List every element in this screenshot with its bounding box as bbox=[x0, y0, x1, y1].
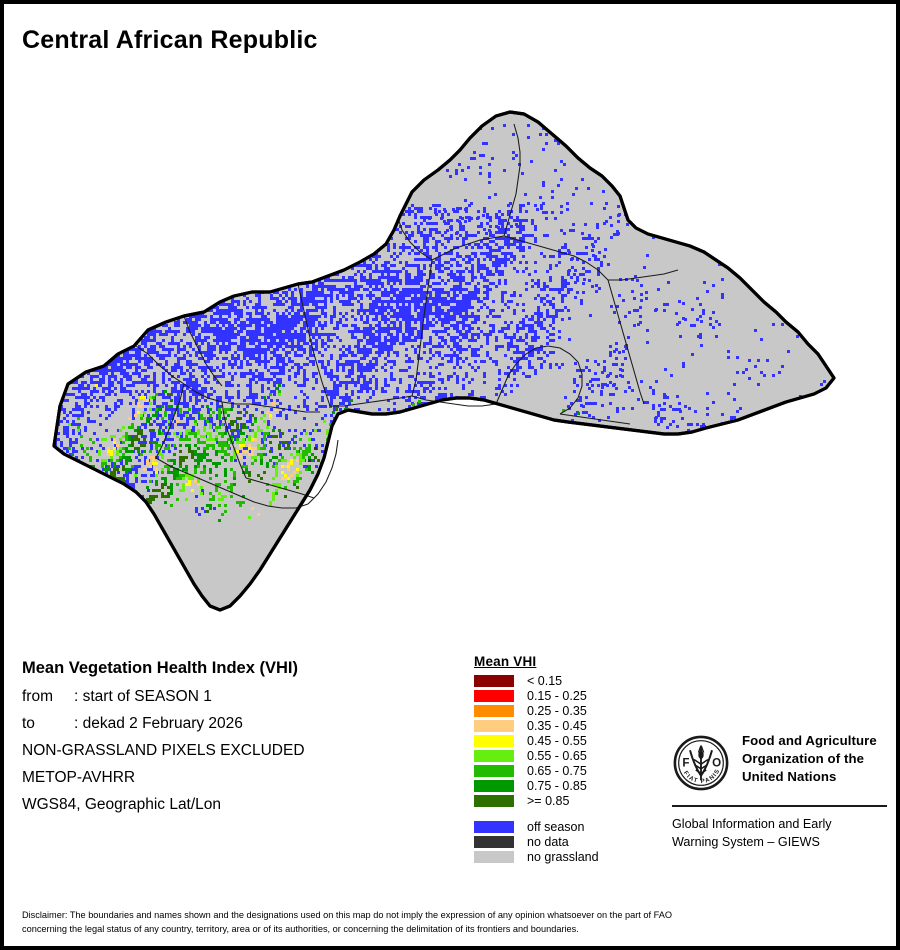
page-title: Central African Republic bbox=[22, 26, 318, 54]
legend-class-label: 0.15 - 0.25 bbox=[527, 689, 587, 703]
fao-divider bbox=[672, 805, 887, 807]
legend-extra-swatch bbox=[474, 836, 514, 848]
fao-branding: F A O FIAT PANIS Food and Agriculture Or… bbox=[672, 732, 887, 852]
legend-extra-label: no grassland bbox=[527, 850, 599, 864]
map-graphic bbox=[8, 54, 896, 634]
disclaimer: Disclaimer: The boundaries and names sho… bbox=[22, 909, 880, 937]
legend-class-row: 0.65 - 0.75 bbox=[474, 764, 599, 778]
legend-class-label: 0.45 - 0.55 bbox=[527, 734, 587, 748]
info-note-sensor: METOP-AVHRR bbox=[22, 769, 136, 786]
legend-class-row: < 0.15 bbox=[474, 674, 599, 688]
info-from-value: : start of SEASON 1 bbox=[74, 688, 212, 705]
legend-class-swatch bbox=[474, 780, 514, 792]
legend-class-row: 0.25 - 0.35 bbox=[474, 704, 599, 718]
legend-extra-row: no grassland bbox=[474, 850, 599, 864]
legend-class-row: 0.15 - 0.25 bbox=[474, 689, 599, 703]
map-canvas[interactable] bbox=[8, 54, 896, 634]
legend-class-label: < 0.15 bbox=[527, 674, 563, 688]
legend-extra-list: off season no data no grassland bbox=[474, 820, 599, 864]
legend-class-list: < 0.15 0.15 - 0.25 0.25 - 0.35 0.35 - 0.45 0… bbox=[474, 674, 599, 808]
disclaimer-line-1: Disclaimer: The boundaries and names sho… bbox=[22, 910, 672, 920]
info-from-key: from bbox=[22, 688, 53, 705]
fao-logo-icon: F A O FIAT PANIS bbox=[673, 735, 729, 791]
fao-org-line-1: Food and Agriculture bbox=[742, 733, 877, 748]
info-note-projection: WGS84, Geographic Lat/Lon bbox=[22, 796, 222, 813]
legend-class-swatch bbox=[474, 765, 514, 777]
legend-class-swatch bbox=[474, 705, 514, 717]
legend-class-swatch bbox=[474, 690, 514, 702]
legend-class-swatch bbox=[474, 795, 514, 807]
legend-extra-row: no data bbox=[474, 835, 599, 849]
info-row-to: to : dekad 2 February 2026 bbox=[22, 715, 452, 733]
legend-title: Mean VHI bbox=[474, 654, 537, 669]
admin-boundaries bbox=[135, 123, 679, 509]
legend-class-label: 0.65 - 0.75 bbox=[527, 764, 587, 778]
fao-org-line-3: United Nations bbox=[742, 768, 837, 784]
legend-class-label: 0.25 - 0.35 bbox=[527, 704, 587, 718]
info-to-value: : dekad 2 February 2026 bbox=[74, 715, 243, 732]
legend-class-label: 0.75 - 0.85 bbox=[527, 779, 587, 793]
fao-org-line-2: Organization of the bbox=[742, 750, 865, 766]
info-heading: Mean Vegetation Health Index (VHI) bbox=[22, 659, 298, 677]
legend-class-row: 0.35 - 0.45 bbox=[474, 719, 599, 733]
legend-class-swatch bbox=[474, 675, 514, 687]
legend-extra-label: no data bbox=[527, 835, 569, 849]
legend-class-label: >= 0.85 bbox=[527, 794, 570, 808]
legend-class-swatch bbox=[474, 750, 514, 762]
legend-class-swatch bbox=[474, 720, 514, 732]
legend-spacer bbox=[474, 809, 599, 820]
legend-class-label: 0.35 - 0.45 bbox=[527, 719, 587, 733]
info-to-key: to bbox=[22, 715, 35, 732]
fao-org-name: Food and Agriculture Organization of the… bbox=[742, 732, 877, 785]
legend: Mean VHI < 0.15 0.15 - 0.25 0.25 - 0.35 0.3… bbox=[474, 654, 599, 865]
info-note-exclusion: NON-GRASSLAND PIXELS EXCLUDED bbox=[22, 742, 305, 759]
legend-class-row: 0.75 - 0.85 bbox=[474, 779, 599, 793]
legend-class-swatch bbox=[474, 735, 514, 747]
map-info-block: Mean Vegetation Health Index (VHI) from … bbox=[22, 659, 452, 823]
giews-line-2: Warning System – GIEWS bbox=[672, 834, 820, 849]
legend-extra-row: off season bbox=[474, 820, 599, 834]
legend-extra-swatch bbox=[474, 821, 514, 833]
legend-extra-label: off season bbox=[527, 820, 585, 834]
country-outline bbox=[52, 110, 836, 612]
legend-class-row: 0.55 - 0.65 bbox=[474, 749, 599, 763]
giews-name: Global Information and Early Warning Sys… bbox=[672, 816, 887, 852]
legend-extra-swatch bbox=[474, 851, 514, 863]
legend-class-label: 0.55 - 0.65 bbox=[527, 749, 587, 763]
giews-line-1: Global Information and Early bbox=[672, 817, 832, 831]
legend-class-row: 0.45 - 0.55 bbox=[474, 734, 599, 748]
info-row-from: from : start of SEASON 1 bbox=[22, 688, 452, 706]
disclaimer-line-2: concerning the legal status of any count… bbox=[22, 923, 579, 934]
legend-class-row: >= 0.85 bbox=[474, 794, 599, 808]
